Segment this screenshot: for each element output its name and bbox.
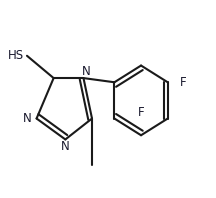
Text: N: N [82,65,91,78]
Text: F: F [138,106,144,119]
Text: HS: HS [8,49,24,62]
Text: N: N [23,112,31,125]
Text: F: F [179,76,186,89]
Text: N: N [61,140,70,153]
